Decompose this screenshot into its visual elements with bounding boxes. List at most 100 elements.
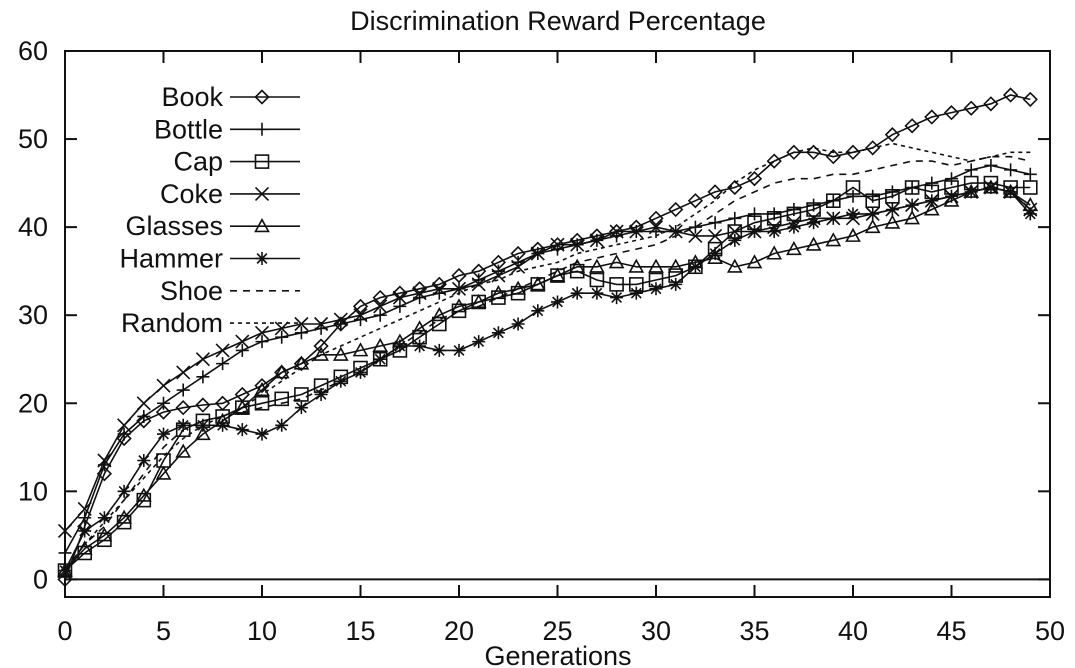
data-point (352, 342, 369, 357)
data-point (649, 282, 663, 296)
x-tick-label: 20 (444, 616, 474, 646)
data-point (412, 286, 427, 301)
data-point (845, 180, 861, 195)
data-point (137, 454, 151, 467)
data-point (254, 378, 270, 394)
legend-label: Hammer (119, 244, 223, 274)
data-point (372, 337, 389, 353)
data-point (432, 281, 447, 296)
data-point (452, 343, 466, 357)
data-point (550, 237, 565, 252)
data-point (313, 338, 329, 354)
data-point (669, 277, 683, 291)
data-point (157, 396, 170, 410)
x-tick-label: 30 (641, 616, 671, 646)
data-point (748, 207, 761, 221)
x-tick-label: 25 (542, 616, 572, 646)
legend-item-coke: Coke (160, 179, 300, 209)
data-point (786, 240, 802, 256)
data-point (156, 378, 171, 393)
legend-label: Book (161, 82, 223, 112)
legend-item-shoe: Shoe (160, 276, 300, 306)
data-point (332, 346, 349, 361)
data-point (925, 176, 939, 190)
data-point (943, 105, 960, 121)
data-point (254, 186, 270, 201)
data-point (58, 546, 72, 560)
data-point (392, 290, 407, 305)
data-point (786, 144, 802, 160)
data-point (629, 224, 644, 239)
data-point (116, 509, 132, 524)
data-point (608, 254, 625, 269)
data-point (648, 210, 664, 226)
data-point (235, 334, 250, 349)
data-point (255, 252, 269, 265)
data-point (570, 286, 584, 300)
data-point (530, 246, 545, 261)
data-point (786, 206, 802, 222)
data-point (825, 193, 841, 209)
y-tick-label: 20 (18, 388, 48, 418)
data-point (728, 211, 742, 225)
data-point (511, 317, 525, 331)
data-point (117, 484, 131, 498)
data-point (667, 258, 684, 273)
data-point (97, 511, 111, 525)
data-point (234, 399, 251, 414)
legend-item-bottle: Bottle (154, 114, 300, 144)
data-point (728, 233, 742, 247)
data-point (176, 383, 190, 397)
x-tick-label: 35 (739, 616, 769, 646)
data-point (77, 501, 92, 517)
data-point (254, 154, 270, 169)
series-random (64, 142, 1031, 572)
data-point (255, 427, 269, 441)
data-point (373, 308, 387, 322)
data-point (216, 418, 230, 432)
data-point (254, 89, 270, 105)
data-point (255, 122, 269, 136)
data-point (945, 189, 958, 203)
data-point (1022, 91, 1038, 108)
data-point (294, 387, 309, 402)
data-point (116, 430, 132, 447)
chart-title: Discrimination Reward Percentage (350, 6, 766, 36)
data-point (431, 307, 448, 322)
data-point (1004, 163, 1018, 177)
x-tick-label: 0 (57, 616, 72, 646)
data-point (510, 280, 526, 295)
data-point (432, 343, 446, 357)
legend-item-book: Book (161, 82, 300, 112)
data-point (904, 210, 920, 225)
data-point (313, 346, 329, 361)
data-point (708, 228, 723, 244)
data-point (57, 523, 73, 539)
legend-item-cap: Cap (173, 147, 300, 177)
data-point (864, 218, 881, 234)
x-tick-label: 5 (156, 616, 171, 646)
data-point (984, 158, 998, 172)
data-point (1022, 180, 1038, 195)
data-point (254, 395, 270, 411)
series-line (64, 142, 1031, 572)
data-point (490, 285, 507, 300)
data-point (866, 207, 880, 221)
data-point (413, 339, 427, 353)
data-point (787, 220, 801, 234)
data-point (648, 258, 664, 273)
data-point (333, 312, 348, 327)
data-point (353, 308, 368, 323)
x-tick-label: 45 (936, 616, 966, 646)
legend-item-glasses: Glasses (125, 211, 300, 241)
data-point (255, 335, 269, 349)
data-point (294, 326, 308, 340)
data-point (964, 185, 978, 199)
data-point (609, 277, 624, 292)
data-point (846, 207, 860, 221)
data-point (766, 245, 783, 260)
x-tick-label: 40 (838, 616, 868, 646)
data-point (923, 201, 940, 216)
data-point (845, 227, 861, 242)
